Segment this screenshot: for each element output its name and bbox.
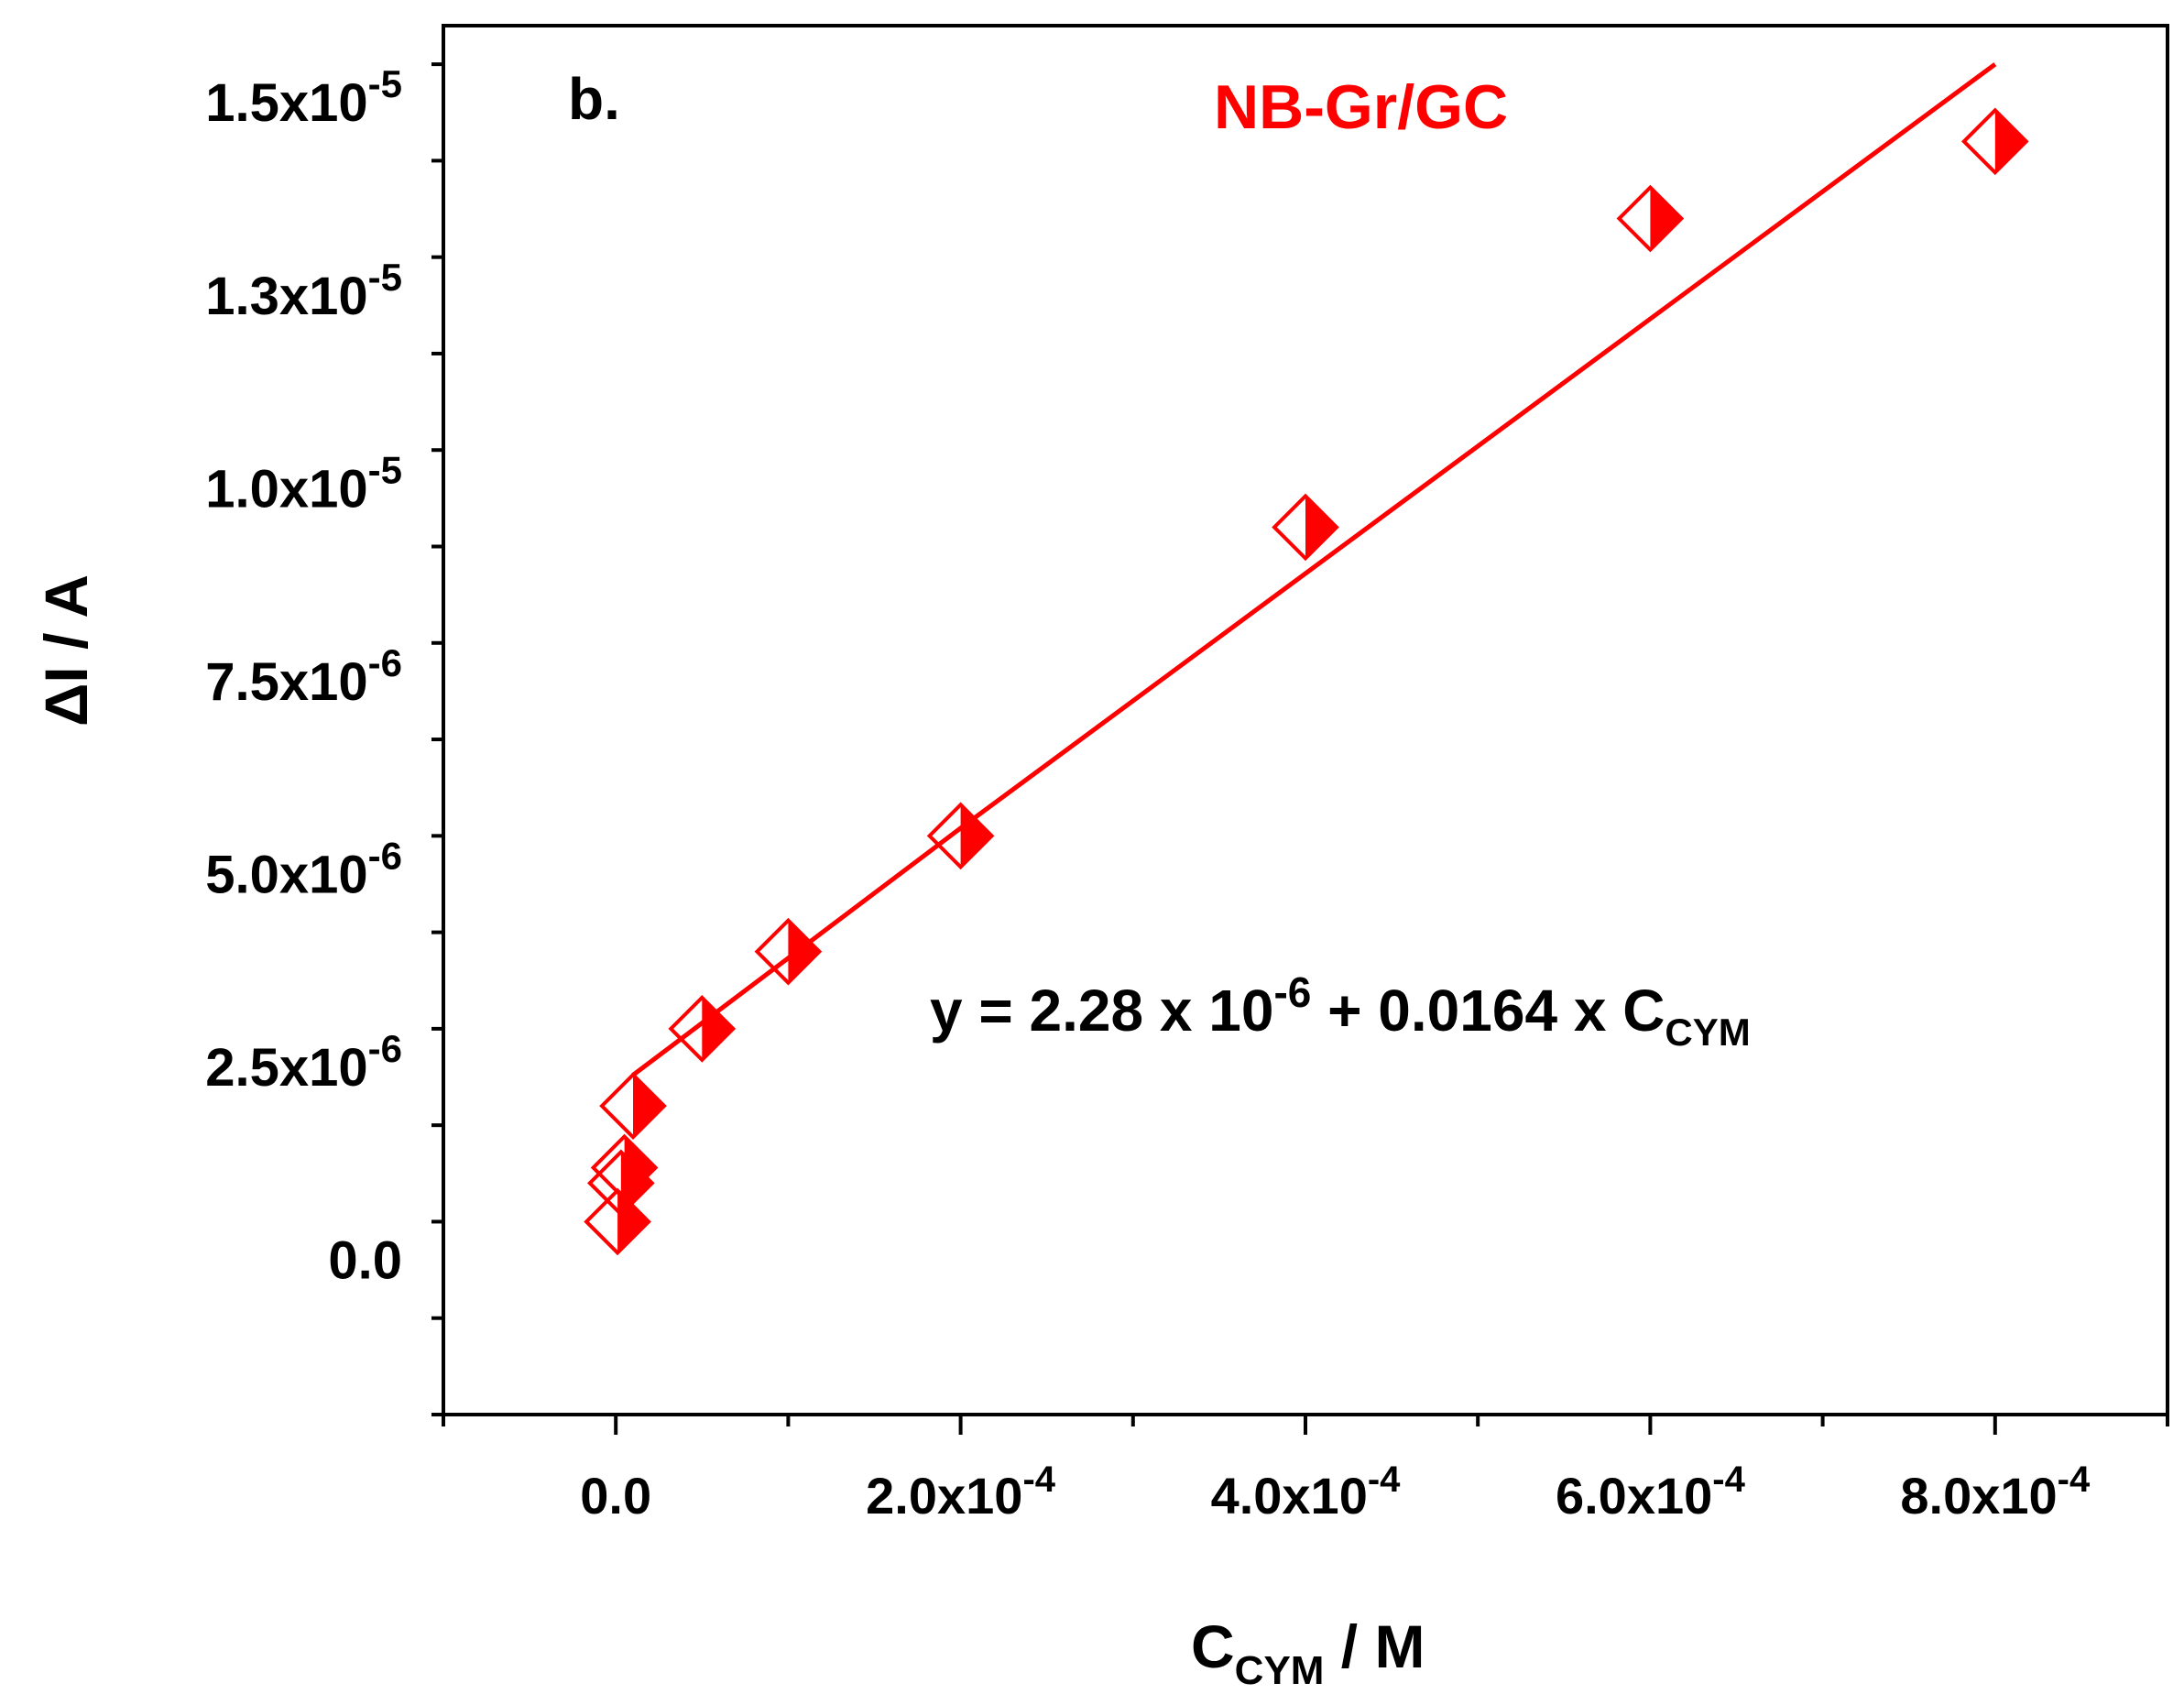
- x-axis-title-main: C: [1191, 1612, 1235, 1680]
- fit-line: [631, 62, 1997, 1077]
- marker-fill: [1994, 110, 2026, 173]
- data-point: [1960, 107, 2029, 176]
- y-tick-label: 1.3x10-5: [205, 256, 402, 326]
- y-tick-label: 0.0: [328, 1231, 402, 1291]
- legend-label: NB-Gr/GC: [1214, 72, 1508, 142]
- marker-fill: [960, 804, 992, 868]
- marker-fill: [788, 920, 820, 983]
- equation-middle: + 0.0164 x C: [1311, 978, 1665, 1044]
- x-axis-title-sub: CYM: [1235, 1648, 1325, 1693]
- x-axis-title: CCYM / M: [1191, 1612, 1425, 1693]
- y-axis-ticks: 0.0 2.5x10-6 5.0x10-6 7.5x10-6 1.0x10-5 1.3x1…: [205, 62, 443, 1416]
- x-axis-title-rest: / M: [1324, 1612, 1425, 1680]
- equation-exponent: -6: [1273, 968, 1311, 1016]
- fit-equation: y = 2.28 x 10-6 + 0.0164 x CCYM: [930, 968, 1751, 1054]
- marker-fill: [624, 1136, 656, 1199]
- panel-label: b.: [568, 66, 620, 132]
- y-tick-label: 5.0x10-6: [205, 834, 402, 904]
- x-tick-label: 0.0: [580, 1467, 651, 1525]
- marker-outline: [926, 802, 995, 870]
- data-point: [1616, 184, 1685, 253]
- y-tick-label: 1.5x10-5: [205, 62, 402, 133]
- data-point: [754, 917, 823, 986]
- marker-outline: [1960, 107, 2029, 176]
- data-point: [599, 1072, 667, 1140]
- marker-outline: [1272, 493, 1339, 562]
- y-tick-label: 2.5x10-6: [205, 1027, 402, 1098]
- marker-fill: [633, 1075, 665, 1138]
- marker-fill: [1650, 187, 1682, 250]
- y-tick-label: 7.5x10-6: [205, 641, 402, 712]
- equation-prefix: y = 2.28 x 10: [930, 978, 1273, 1044]
- marker-outline: [668, 995, 737, 1063]
- y-axis-title: ΔI / A: [32, 574, 100, 727]
- x-tick-label: 8.0x10-4: [1900, 1459, 2091, 1525]
- fit-line-group: [631, 62, 1997, 1077]
- marker-outline: [590, 1133, 659, 1202]
- plot-frame: [442, 24, 2169, 1416]
- data-point: [1272, 493, 1339, 562]
- marker-fill: [1305, 496, 1337, 559]
- data-point: [668, 995, 737, 1063]
- x-tick-label: 6.0x10-4: [1556, 1459, 1746, 1525]
- data-point: [590, 1133, 659, 1202]
- data-point: [926, 802, 995, 870]
- x-tick-label: 4.0x10-4: [1211, 1459, 1402, 1525]
- y-tick-label: 1.0x10-5: [205, 448, 402, 519]
- marker-outline: [1616, 184, 1685, 253]
- marker-outline: [599, 1072, 667, 1140]
- x-axis-ticks: 0.0 2.0x10-4 4.0x10-4 6.0x10-4 8.0x10-4: [442, 1415, 2169, 1525]
- data-points: [584, 107, 2029, 1256]
- marker-outline: [754, 917, 823, 986]
- marker-fill: [702, 997, 734, 1060]
- equation-subscript: CYM: [1665, 1011, 1750, 1054]
- marker-outline: [584, 1187, 651, 1256]
- x-tick-label: 2.0x10-4: [866, 1459, 1056, 1525]
- data-point: [584, 1187, 651, 1256]
